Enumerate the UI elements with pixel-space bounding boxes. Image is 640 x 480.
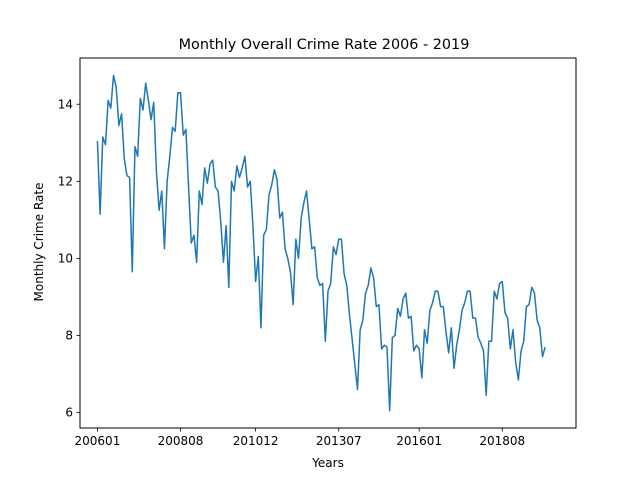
y-axis-label: Monthly Crime Rate: [32, 183, 46, 302]
x-tick-label: 201012: [233, 434, 279, 448]
y-tick-label: 10: [58, 251, 73, 265]
x-axis: 200601 200808 201012 201307 201601 201808: [75, 428, 525, 448]
y-tick-label: 12: [58, 174, 73, 188]
chart-title: Monthly Overall Crime Rate 2006 - 2019: [179, 37, 470, 53]
x-tick-label: 201601: [396, 434, 442, 448]
x-axis-label: Years: [311, 456, 344, 470]
plot-area: [96, 74, 546, 412]
x-tick-label: 200601: [75, 434, 121, 448]
plot-frame: [79, 57, 577, 429]
x-tick-label: 201808: [479, 434, 525, 448]
y-tick-label: 8: [65, 329, 73, 343]
y-tick-label: 6: [65, 406, 73, 420]
x-tick-label: 201307: [316, 434, 362, 448]
x-tick-label: 200808: [158, 434, 204, 448]
y-axis: 6 8 10 12 14: [58, 97, 80, 420]
series-line-0: [96, 74, 546, 412]
y-tick-label: 14: [58, 97, 73, 111]
